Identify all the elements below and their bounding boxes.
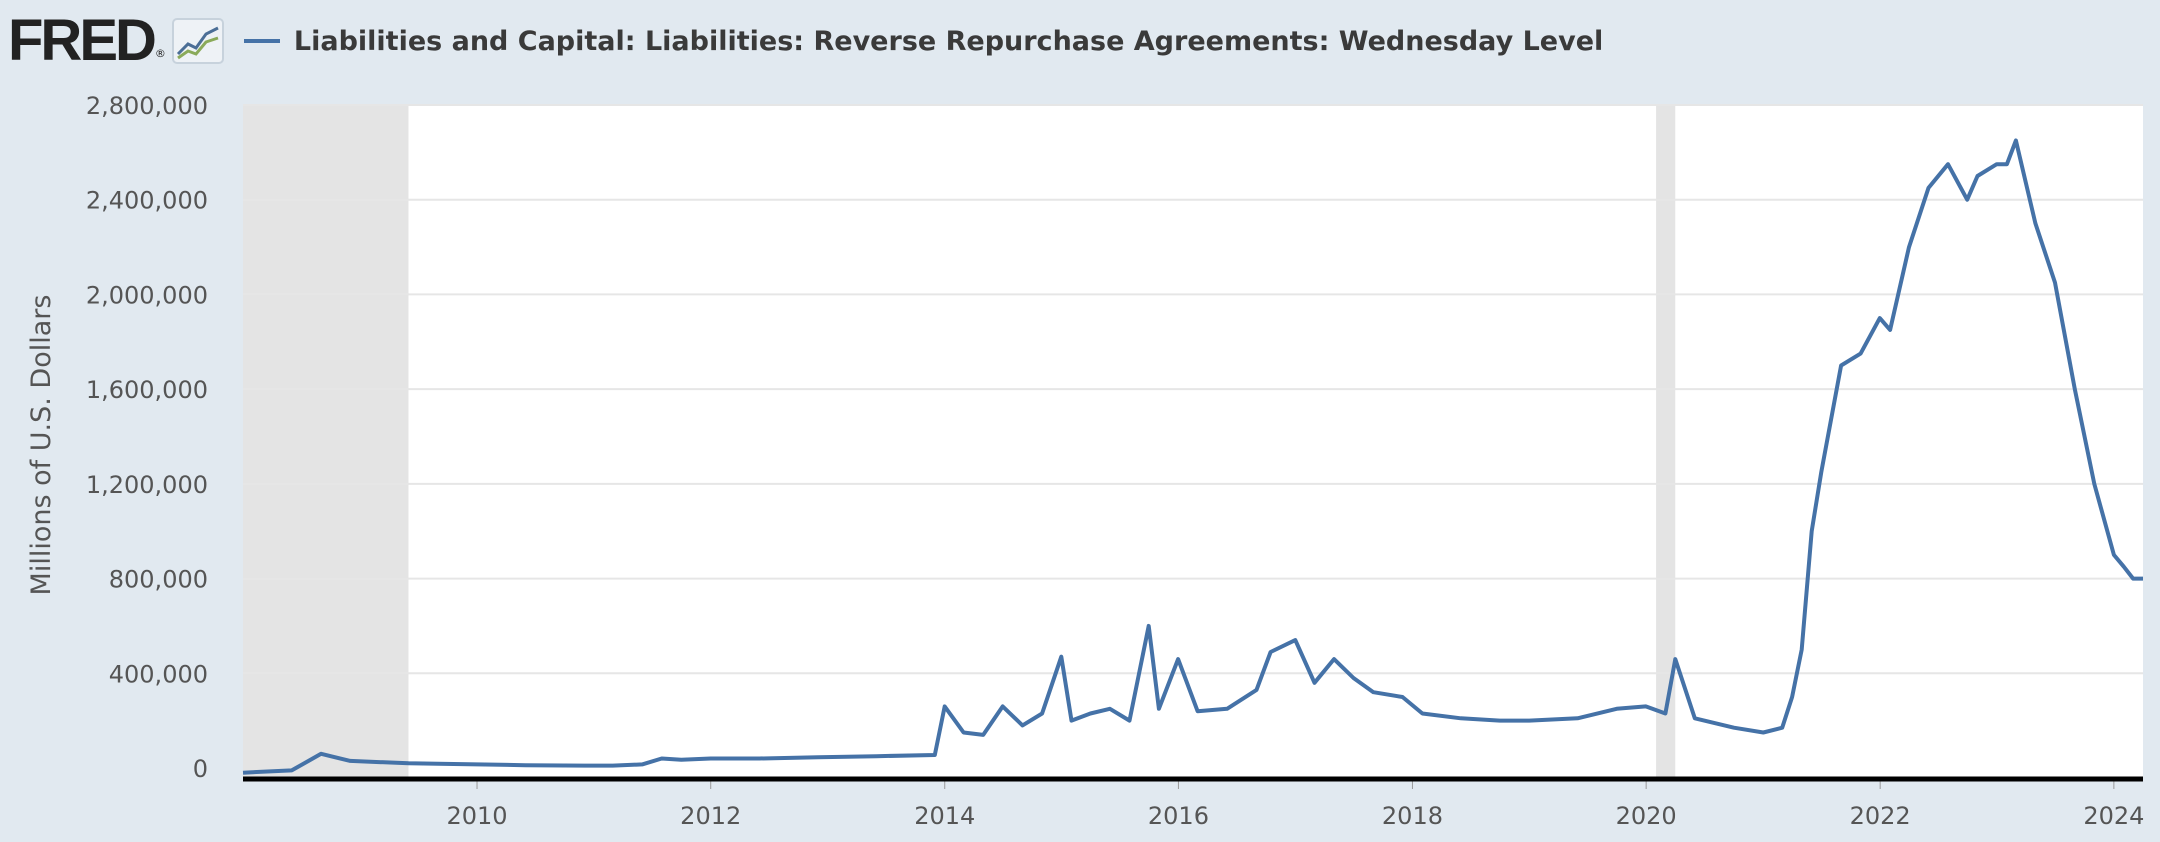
y-tick-label: 800,000 [109,566,208,594]
y-tick-label: 0 [193,755,208,783]
y-tick-label: 2,800,000 [86,92,208,120]
x-axis-ticks: 2010 2012 2014 2016 2018 2020 2022 2024 [446,781,2144,830]
registered-mark: ® [154,47,166,60]
y-tick-label: 2,400,000 [86,187,208,215]
series-title: Liabilities and Capital: Liabilities: Re… [293,25,1604,57]
y-axis-label: Millions of U.S. Dollars [26,295,57,596]
fred-graph-icon[interactable] [171,18,224,64]
y-tick-label: 400,000 [109,660,208,688]
x-tick-label: 2020 [1616,802,1677,830]
series-layer [242,138,2143,775]
x-tick-label: 2012 [680,802,741,830]
series-line-0[interactable] [242,138,2143,775]
x-tick-label: 2022 [1850,802,1911,830]
x-tick-label: 2024 [2083,802,2144,830]
grid [243,104,2143,675]
x-tick-label: 2010 [446,802,507,830]
x-tick-label: 2016 [1148,802,1209,830]
x-tick-label: 2018 [1382,802,1443,830]
fred-logo[interactable]: FRED [8,8,157,73]
recession-band-0 [243,105,409,779]
y-tick-label: 1,200,000 [86,471,208,499]
chart-header: FRED ® Liabilities and Capital: Liabilit… [8,10,1603,72]
y-tick-label: 2,000,000 [86,281,208,309]
legend-swatch [243,39,280,43]
plot-background [243,105,2143,778]
recession-band-1 [1656,105,1676,779]
recession-shading [243,105,1676,779]
y-axis-ticks: 0 400,000 800,000 1,200,000 1,600,000 2,000,0… [86,92,208,783]
x-tick-label: 2014 [914,802,975,830]
y-tick-label: 1,600,000 [86,376,208,404]
